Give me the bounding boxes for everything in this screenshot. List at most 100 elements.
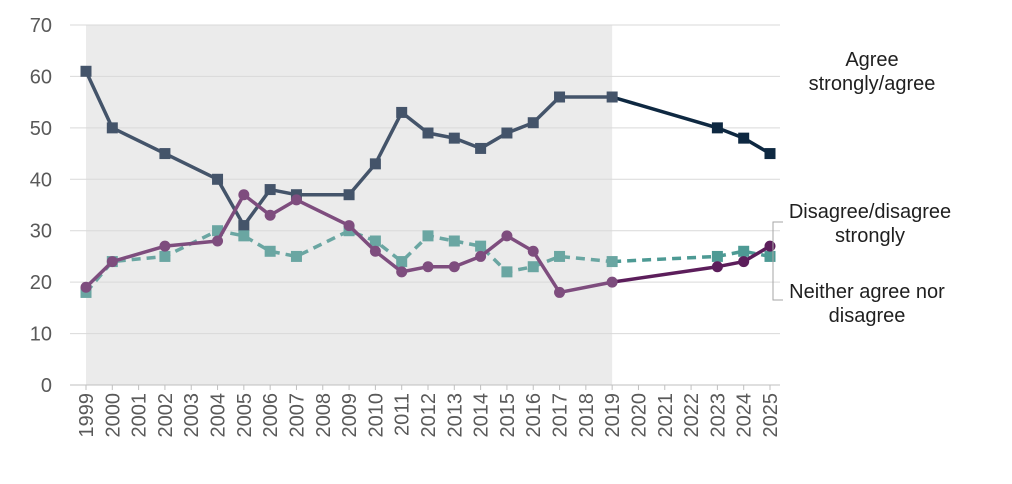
y-tick-label: 70: [30, 15, 52, 37]
data-point: [448, 261, 460, 273]
y-axis-ticks: 0 10 20 30 40 50 60 70: [30, 15, 52, 397]
shaded-period: [86, 25, 613, 385]
x-tick-label: 2016: [523, 393, 545, 438]
data-point: [554, 250, 566, 262]
data-point: [264, 209, 276, 221]
x-tick-label: 2005: [234, 393, 256, 438]
x-tick-label: 2024: [734, 393, 756, 438]
x-tick-label: 2009: [339, 393, 361, 438]
x-tick-label: 2025: [760, 393, 782, 438]
y-tick-label: 60: [30, 66, 52, 88]
x-tick-label: 2021: [655, 393, 677, 438]
x-tick-label: 2020: [628, 393, 650, 438]
data-point: [527, 245, 539, 257]
data-point: [501, 266, 513, 278]
x-tick-label: 2018: [576, 393, 598, 438]
legend-bracket: [772, 221, 783, 301]
data-point: [475, 142, 487, 154]
data-point: [238, 220, 250, 232]
x-tick-label: 2010: [365, 393, 387, 438]
x-tick-label: 2015: [497, 393, 519, 438]
y-tick-label: 30: [30, 221, 52, 243]
data-point: [606, 276, 618, 288]
data-point: [343, 220, 355, 232]
legend-line: Neither agree nor: [789, 281, 945, 303]
series-line-late: [612, 249, 771, 264]
data-point: [448, 132, 460, 144]
x-tick-label: 2001: [129, 393, 151, 438]
x-tick-label: 2023: [707, 393, 729, 438]
x-tick-label: 2004: [208, 393, 230, 438]
data-point: [396, 256, 408, 268]
data-point: [106, 122, 118, 134]
x-tick-label: 2019: [602, 393, 624, 438]
x-tick-label: 2003: [181, 393, 203, 438]
x-tick-label: 1999: [76, 393, 98, 438]
data-point: [159, 148, 171, 160]
y-tick-label: 50: [30, 118, 52, 140]
data-point: [475, 240, 487, 252]
data-point: [396, 106, 408, 118]
data-point: [212, 225, 224, 237]
x-tick-label: 2000: [102, 393, 124, 438]
series-line-late: [611, 95, 771, 156]
data-point: [501, 230, 513, 242]
data-point: [369, 158, 381, 170]
data-point: [212, 173, 224, 185]
x-tick-label: 2022: [681, 393, 703, 438]
data-point: [238, 189, 250, 201]
data-point: [422, 127, 434, 139]
data-point: [501, 127, 513, 139]
data-point: [422, 261, 434, 273]
legend-line: Agree: [845, 49, 898, 71]
legend-label-2: Neither agree nor disagree: [789, 281, 945, 327]
x-tick-label: 2002: [155, 393, 177, 438]
data-point: [212, 235, 224, 247]
y-tick-label: 20: [30, 272, 52, 294]
data-point: [422, 230, 434, 242]
y-tick-label: 40: [30, 169, 52, 191]
x-tick-label: 2013: [444, 393, 466, 438]
data-point: [80, 65, 92, 77]
y-tick-label: 10: [30, 324, 52, 346]
data-point: [396, 266, 408, 278]
data-point: [238, 230, 250, 242]
data-point: [606, 256, 618, 268]
data-point: [711, 122, 723, 134]
legend-line: strongly/agree: [809, 73, 936, 95]
data-point: [264, 245, 276, 257]
data-point: [290, 250, 302, 262]
data-point: [448, 235, 460, 247]
data-point: [764, 148, 776, 160]
data-point: [369, 235, 381, 247]
data-point: [290, 194, 302, 206]
data-point: [369, 245, 381, 257]
data-point: [475, 250, 487, 262]
x-tick-label: 2011: [392, 393, 414, 436]
data-point: [554, 91, 566, 103]
data-point: [711, 250, 723, 262]
legend-line: Disagree/disagree: [789, 201, 951, 223]
data-point: [264, 184, 276, 196]
legend-line: strongly: [835, 225, 905, 247]
legend-line: disagree: [829, 305, 906, 327]
series-group: [80, 65, 776, 298]
data-point: [711, 261, 723, 273]
x-tick-label: 2008: [313, 393, 335, 438]
x-tick-label: 2006: [260, 393, 282, 438]
x-axis-ticks: 1999 2000 2001 2002 2003 2004 2005 2006 2007 2008…: [76, 385, 782, 438]
legend-label-1: Disagree/disagree strongly: [789, 201, 951, 247]
data-point: [554, 286, 566, 298]
data-point: [738, 245, 750, 257]
x-tick-label: 2014: [471, 393, 493, 438]
data-point: [106, 256, 118, 268]
x-tick-label: 2017: [550, 393, 572, 438]
legend-label-0: Agree strongly/agree: [809, 49, 936, 95]
data-point: [80, 281, 92, 293]
data-point: [527, 117, 539, 129]
data-point: [527, 261, 539, 273]
data-point: [738, 256, 750, 268]
data-point: [738, 132, 750, 144]
